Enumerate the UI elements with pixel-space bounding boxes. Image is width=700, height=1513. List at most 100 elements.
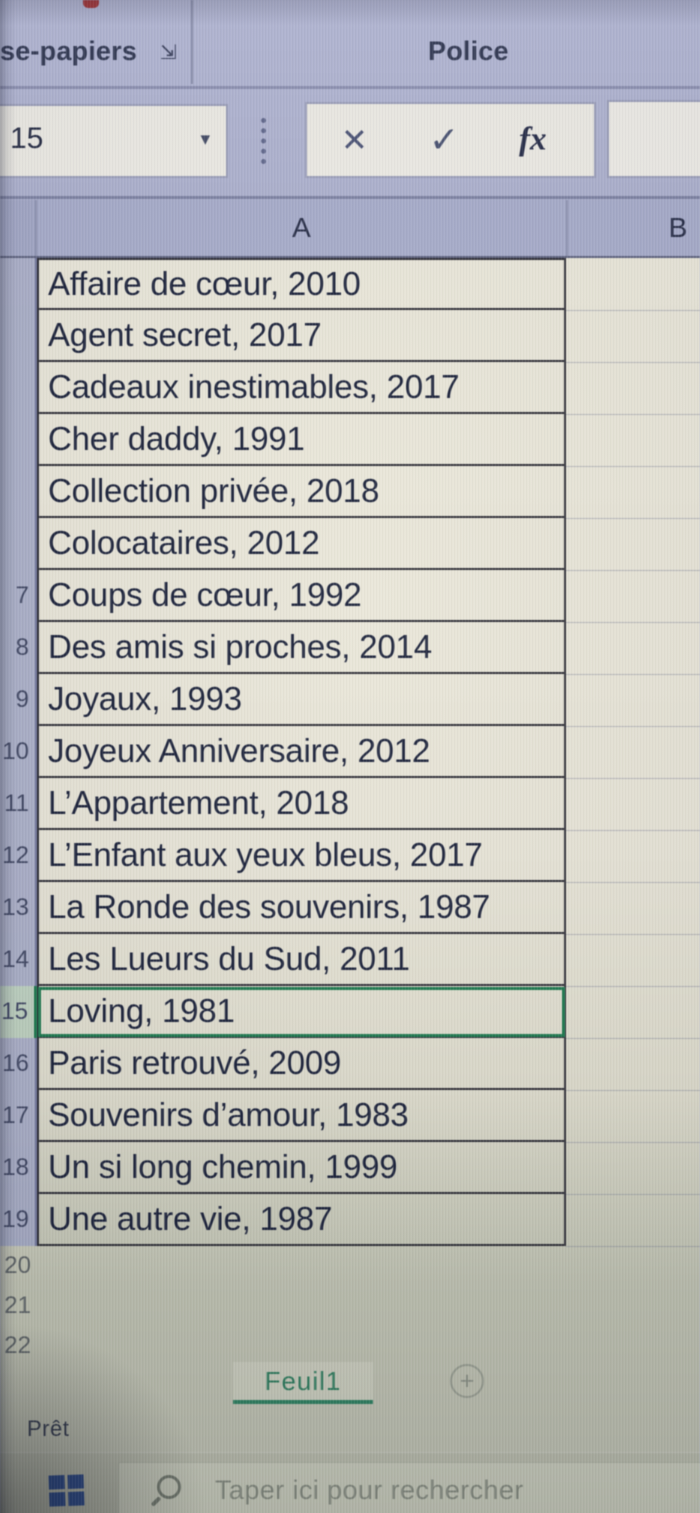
row-header[interactable]: 21 bbox=[0, 1286, 37, 1326]
cell-b[interactable] bbox=[566, 622, 700, 675]
name-box-value: 15 bbox=[10, 122, 44, 155]
cell-a[interactable] bbox=[37, 1246, 566, 1286]
cell-b[interactable] bbox=[566, 518, 700, 571]
cell-b[interactable] bbox=[566, 986, 700, 1039]
cell-b[interactable] bbox=[566, 674, 700, 727]
cell-b[interactable] bbox=[566, 882, 700, 935]
table-row: 21 bbox=[0, 1286, 700, 1326]
cell-a[interactable]: Affaire de cœur, 2010 bbox=[37, 258, 566, 310]
ribbon: se-papiers ⇲ Police 15 ▾ ✕ ✓ fx bbox=[0, 0, 700, 200]
cell-text: L’Appartement, 2018 bbox=[48, 784, 349, 821]
row-header[interactable]: 15 bbox=[0, 986, 37, 1038]
column-header-a[interactable]: A bbox=[292, 212, 311, 243]
row-header[interactable]: 18 bbox=[0, 1142, 37, 1194]
row-header[interactable] bbox=[0, 466, 37, 518]
status-ready-label: Prêt bbox=[27, 1416, 70, 1441]
cell-b[interactable] bbox=[566, 778, 700, 831]
cell-a[interactable]: Joyeux Anniversaire, 2012 bbox=[37, 726, 566, 778]
column-header-b[interactable]: B bbox=[566, 200, 700, 256]
cell-text: Affaire de cœur, 2010 bbox=[48, 265, 361, 302]
cell-b[interactable] bbox=[566, 258, 700, 311]
row-header[interactable]: 10 bbox=[0, 726, 37, 778]
sheet-grid: Affaire de cœur, 2010 Agent secret, 2017… bbox=[0, 258, 700, 1452]
cell-b[interactable] bbox=[566, 414, 700, 467]
cell-a[interactable]: Une autre vie, 1987 bbox=[37, 1194, 566, 1246]
row-header[interactable] bbox=[0, 414, 37, 466]
row-header[interactable] bbox=[0, 518, 37, 570]
table-row: 12 L’Enfant aux yeux bleus, 2017 bbox=[0, 830, 700, 883]
row-number: 15 bbox=[1, 998, 28, 1025]
cell-a[interactable] bbox=[37, 1326, 566, 1366]
cell-a[interactable]: Les Lueurs du Sud, 2011 bbox=[37, 934, 566, 986]
cell-b[interactable] bbox=[566, 1246, 700, 1286]
row-header[interactable]: 11 bbox=[0, 778, 37, 830]
row-header[interactable]: 13 bbox=[0, 882, 37, 934]
ribbon-group-divider bbox=[191, 0, 193, 84]
name-box[interactable]: 15 ▾ bbox=[0, 104, 228, 178]
formula-bar-resize-handle[interactable] bbox=[261, 118, 266, 164]
row-header[interactable]: 9 bbox=[0, 674, 37, 726]
cell-a[interactable]: Joyaux, 1993 bbox=[37, 674, 566, 726]
cell-text: Joyaux, 1993 bbox=[48, 680, 242, 717]
cell-b[interactable] bbox=[566, 726, 700, 779]
formula-input[interactable] bbox=[607, 100, 700, 178]
row-header[interactable] bbox=[0, 258, 37, 310]
table-row: 14 Les Lueurs du Sud, 2011 bbox=[0, 934, 700, 987]
column-header-row: A B bbox=[0, 200, 700, 258]
windows-start-button[interactable] bbox=[48, 1474, 85, 1507]
cell-b[interactable] bbox=[566, 1090, 700, 1143]
enter-icon[interactable]: ✓ bbox=[429, 119, 460, 160]
row-header[interactable] bbox=[0, 362, 37, 414]
select-all-corner[interactable] bbox=[0, 200, 37, 256]
row-header[interactable]: 16 bbox=[0, 1038, 37, 1090]
cell-a[interactable]: Souvenirs d’amour, 1983 bbox=[37, 1090, 566, 1142]
cell-b[interactable] bbox=[566, 1326, 700, 1366]
sheet-tab-bar: Feuil1 + bbox=[0, 1362, 700, 1410]
cell-b[interactable] bbox=[566, 1286, 700, 1326]
cell-b[interactable] bbox=[566, 1142, 700, 1195]
chevron-down-icon[interactable]: ▾ bbox=[200, 129, 210, 150]
search-placeholder: Taper ici pour rechercher bbox=[215, 1475, 524, 1505]
cell-b[interactable] bbox=[566, 934, 700, 987]
row-header[interactable]: 19 bbox=[0, 1194, 37, 1246]
row-header[interactable]: 12 bbox=[0, 830, 37, 882]
row-header[interactable]: 22 bbox=[0, 1326, 37, 1366]
formula-row-bottom-border bbox=[0, 196, 700, 199]
cell-a[interactable]: Un si long chemin, 1999 bbox=[37, 1142, 566, 1194]
cell-a[interactable]: Coups de cœur, 1992 bbox=[37, 570, 566, 622]
cell-a[interactable]: Agent secret, 2017 bbox=[37, 310, 566, 362]
row-header[interactable]: 7 bbox=[0, 570, 37, 622]
cell-b[interactable] bbox=[566, 830, 700, 883]
cell-a[interactable]: La Ronde des souvenirs, 1987 bbox=[37, 882, 566, 934]
cell-a[interactable]: Cher daddy, 1991 bbox=[37, 414, 566, 466]
sheet-tab-feuil1[interactable]: Feuil1 bbox=[233, 1362, 373, 1404]
cell-a[interactable] bbox=[37, 1286, 566, 1326]
cell-a[interactable]: Collection privée, 2018 bbox=[37, 466, 566, 518]
table-row: Affaire de cœur, 2010 bbox=[0, 258, 700, 311]
row-header[interactable]: 14 bbox=[0, 934, 37, 986]
cell-b[interactable] bbox=[566, 310, 700, 363]
cell-a[interactable]: Cadeaux inestimables, 2017 bbox=[37, 362, 566, 414]
row-header[interactable]: 20 bbox=[0, 1246, 37, 1286]
row-header[interactable]: 8 bbox=[0, 622, 37, 674]
cell-a[interactable]: Colocataires, 2012 bbox=[37, 518, 566, 570]
cell-a[interactable]: Des amis si proches, 2014 bbox=[37, 622, 566, 674]
cancel-icon[interactable]: ✕ bbox=[341, 122, 368, 158]
add-sheet-button[interactable]: + bbox=[450, 1364, 484, 1398]
cell-a[interactable]: Loving, 1981 bbox=[37, 986, 566, 1038]
dialog-launcher-icon[interactable]: ⇲ bbox=[160, 42, 177, 64]
cell-b[interactable] bbox=[566, 1038, 700, 1091]
cell-a[interactable]: Paris retrouvé, 2009 bbox=[37, 1038, 566, 1090]
insert-function-icon[interactable]: fx bbox=[519, 121, 547, 158]
cell-a[interactable]: L’Enfant aux yeux bleus, 2017 bbox=[37, 830, 566, 882]
cell-b[interactable] bbox=[566, 466, 700, 519]
clipboard-group-label: se-papiers bbox=[0, 36, 138, 66]
row-header[interactable]: 17 bbox=[0, 1090, 37, 1142]
row-header[interactable] bbox=[0, 310, 37, 362]
table-row: 13 La Ronde des souvenirs, 1987 bbox=[0, 882, 700, 935]
cell-b[interactable] bbox=[566, 570, 700, 623]
cell-b[interactable] bbox=[566, 1194, 700, 1247]
cell-a[interactable]: L’Appartement, 2018 bbox=[37, 778, 566, 830]
taskbar-search[interactable]: Taper ici pour rechercher bbox=[118, 1462, 700, 1513]
cell-b[interactable] bbox=[566, 362, 700, 415]
